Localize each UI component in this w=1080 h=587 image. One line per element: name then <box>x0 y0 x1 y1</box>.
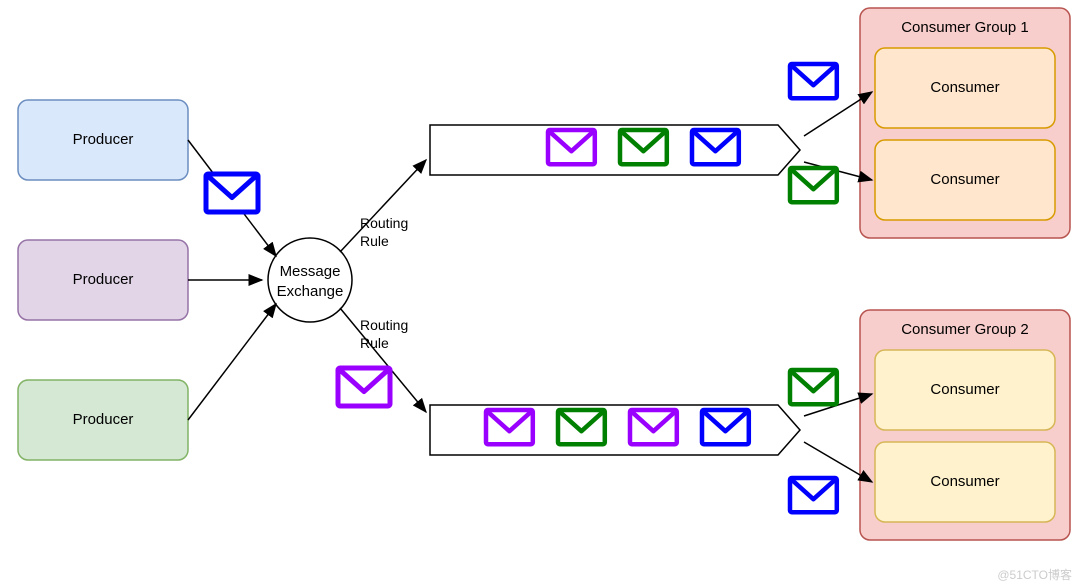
svg-text:Rule: Rule <box>360 233 389 249</box>
consumer-label: Consumer <box>930 171 999 188</box>
group-title: Consumer Group 1 <box>901 19 1029 36</box>
envelope-icon <box>790 64 837 98</box>
consumer-box: Consumer <box>875 140 1055 220</box>
consumer-box: Consumer <box>875 350 1055 430</box>
producer-label: Producer <box>73 131 134 148</box>
svg-text:Exchange: Exchange <box>277 283 344 300</box>
envelope-icon <box>630 410 677 444</box>
envelope-icon <box>790 168 837 202</box>
producer-box-3: Producer <box>18 380 188 460</box>
envelope-icon <box>206 174 258 212</box>
consumer-box: Consumer <box>875 48 1055 128</box>
envelope-icon <box>338 368 390 406</box>
envelope-icon <box>548 130 595 164</box>
consumer-label: Consumer <box>930 79 999 96</box>
group-title: Consumer Group 2 <box>901 321 1029 338</box>
queue-1 <box>430 125 800 175</box>
watermark: @51CTO博客 <box>997 567 1072 582</box>
envelope-icon <box>790 370 837 404</box>
envelope-icon <box>620 130 667 164</box>
envelope-icon <box>692 130 739 164</box>
consumer-box: Consumer <box>875 442 1055 522</box>
envelope-icon <box>486 410 533 444</box>
arrow-producer-exchange-3 <box>188 304 276 420</box>
producer-label: Producer <box>73 411 134 428</box>
svg-text:Routing: Routing <box>360 215 408 231</box>
svg-text:Routing: Routing <box>360 317 408 333</box>
producer-box-1: Producer <box>18 100 188 180</box>
routing-rule-label-2: Routing Rule <box>360 317 408 351</box>
consumer-label: Consumer <box>930 473 999 490</box>
consumer-group-1: Consumer Group 1 Consumer Consumer <box>860 8 1070 238</box>
envelope-icon <box>790 478 837 512</box>
consumer-label: Consumer <box>930 381 999 398</box>
producer-label: Producer <box>73 271 134 288</box>
svg-text:Message: Message <box>280 263 341 280</box>
message-exchange: Message Exchange <box>268 238 352 322</box>
producer-box-2: Producer <box>18 240 188 320</box>
consumer-group-2: Consumer Group 2 Consumer Consumer <box>860 310 1070 540</box>
routing-rule-label-1: Routing Rule <box>360 215 408 249</box>
svg-text:Rule: Rule <box>360 335 389 351</box>
envelope-icon <box>558 410 605 444</box>
envelope-icon <box>702 410 749 444</box>
